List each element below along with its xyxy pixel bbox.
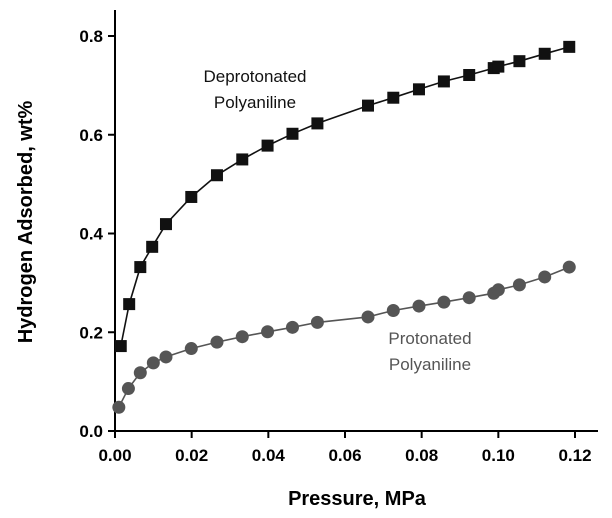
series-label-line: Protonated xyxy=(388,329,471,348)
circle-marker xyxy=(285,320,299,334)
y-tick-label: 0.2 xyxy=(79,323,103,342)
x-tick-label: 0.04 xyxy=(252,446,286,465)
x-tick-label: 0.02 xyxy=(175,446,208,465)
square-marker xyxy=(362,99,374,112)
x-tick-label: 0.12 xyxy=(558,446,591,465)
x-tick-label: 0.00 xyxy=(98,446,131,465)
series-labels: Deprotonated Polyaniline Protonated Polyani… xyxy=(203,67,471,374)
x-tick-label: 0.08 xyxy=(405,446,438,465)
circle-marker xyxy=(261,325,275,339)
circle-marker xyxy=(512,278,526,292)
circle-marker xyxy=(412,299,426,313)
circle-marker xyxy=(386,304,400,318)
x-tick-label: 0.10 xyxy=(482,446,515,465)
circle-marker xyxy=(437,295,451,309)
circle-marker xyxy=(184,342,198,356)
circle-marker xyxy=(121,382,135,396)
circle-marker xyxy=(146,356,160,370)
circle-marker xyxy=(235,330,249,344)
circle-marker xyxy=(538,270,552,284)
circle-marker xyxy=(210,335,224,349)
square-marker xyxy=(492,60,505,73)
square-marker xyxy=(563,40,576,53)
circle-marker xyxy=(310,315,324,329)
ticks: 0.00 0.02 0.04 0.06 0.08 0.10 0.12 0.0 0.2 0.4 0.6… xyxy=(79,27,591,465)
square-marker xyxy=(134,261,147,274)
square-marker xyxy=(236,153,249,166)
y-tick-label: 0.4 xyxy=(79,225,103,244)
circle-marker xyxy=(562,260,576,274)
series-layer xyxy=(112,40,576,414)
square-marker xyxy=(146,240,159,253)
circle-marker xyxy=(159,350,173,364)
circle-marker xyxy=(112,400,126,414)
square-marker xyxy=(159,218,172,231)
y-tick-label: 0.6 xyxy=(79,126,103,145)
circle-marker xyxy=(133,366,147,380)
circle-marker xyxy=(361,310,375,324)
square-marker xyxy=(261,139,274,152)
series-label-line: Polyaniline xyxy=(389,355,471,374)
y-tick-label: 0.8 xyxy=(79,27,103,46)
square-marker xyxy=(311,117,324,130)
square-marker xyxy=(123,298,136,311)
x-axis-title: Pressure, MPa xyxy=(288,488,427,510)
axes xyxy=(114,10,598,432)
square-marker xyxy=(538,47,551,60)
y-axis-title: Hydrogen Adsorbed, wt% xyxy=(15,100,37,343)
circle-marker xyxy=(491,283,505,297)
square-marker xyxy=(185,190,198,203)
square-marker xyxy=(114,340,127,353)
square-marker xyxy=(437,75,450,88)
square-marker xyxy=(513,55,526,68)
y-tick-label: 0.0 xyxy=(79,422,103,441)
series-label-line: Deprotonated xyxy=(203,67,306,86)
series-label-line: Polyaniline xyxy=(214,93,296,112)
circle-marker xyxy=(462,291,476,305)
square-marker xyxy=(412,83,425,96)
x-tick-label: 0.06 xyxy=(328,446,361,465)
square-marker xyxy=(463,69,476,82)
square-marker xyxy=(387,91,400,104)
square-marker xyxy=(210,169,223,182)
square-marker xyxy=(286,127,299,140)
